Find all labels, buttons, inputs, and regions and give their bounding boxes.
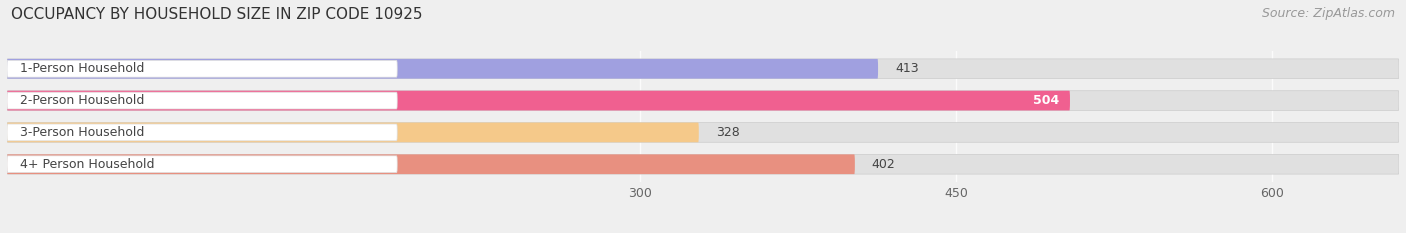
Text: 504: 504 xyxy=(1033,94,1060,107)
FancyBboxPatch shape xyxy=(7,59,877,79)
Text: Source: ZipAtlas.com: Source: ZipAtlas.com xyxy=(1261,7,1395,20)
FancyBboxPatch shape xyxy=(7,91,1070,110)
FancyBboxPatch shape xyxy=(7,156,398,173)
FancyBboxPatch shape xyxy=(7,124,398,141)
FancyBboxPatch shape xyxy=(7,60,398,77)
FancyBboxPatch shape xyxy=(7,154,1399,174)
Text: 328: 328 xyxy=(716,126,740,139)
FancyBboxPatch shape xyxy=(7,123,1399,142)
Text: 3-Person Household: 3-Person Household xyxy=(20,126,143,139)
FancyBboxPatch shape xyxy=(7,59,1399,79)
Text: 4+ Person Household: 4+ Person Household xyxy=(20,158,155,171)
Text: 2-Person Household: 2-Person Household xyxy=(20,94,143,107)
Text: OCCUPANCY BY HOUSEHOLD SIZE IN ZIP CODE 10925: OCCUPANCY BY HOUSEHOLD SIZE IN ZIP CODE … xyxy=(11,7,423,22)
Text: 413: 413 xyxy=(896,62,918,75)
Text: 1-Person Household: 1-Person Household xyxy=(20,62,143,75)
FancyBboxPatch shape xyxy=(7,92,398,109)
FancyBboxPatch shape xyxy=(7,154,855,174)
Text: 402: 402 xyxy=(872,158,896,171)
FancyBboxPatch shape xyxy=(7,91,1399,110)
FancyBboxPatch shape xyxy=(7,123,699,142)
